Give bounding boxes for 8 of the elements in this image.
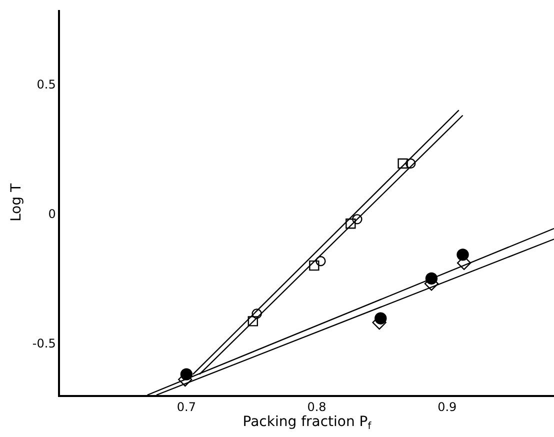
x-tick-label: 0.7 bbox=[176, 400, 196, 414]
y-axis-title: Log T bbox=[8, 183, 25, 222]
y-tick-label: 0.5 bbox=[36, 78, 56, 92]
x-tick-label: 0.8 bbox=[307, 400, 326, 414]
y-tick-label: -0.5 bbox=[32, 336, 56, 350]
y-tick-label: 0 bbox=[48, 206, 56, 221]
x-axis-title: Packing fraction P$_{f}$ bbox=[242, 414, 372, 432]
x-tick-label: 0.9 bbox=[438, 400, 457, 414]
